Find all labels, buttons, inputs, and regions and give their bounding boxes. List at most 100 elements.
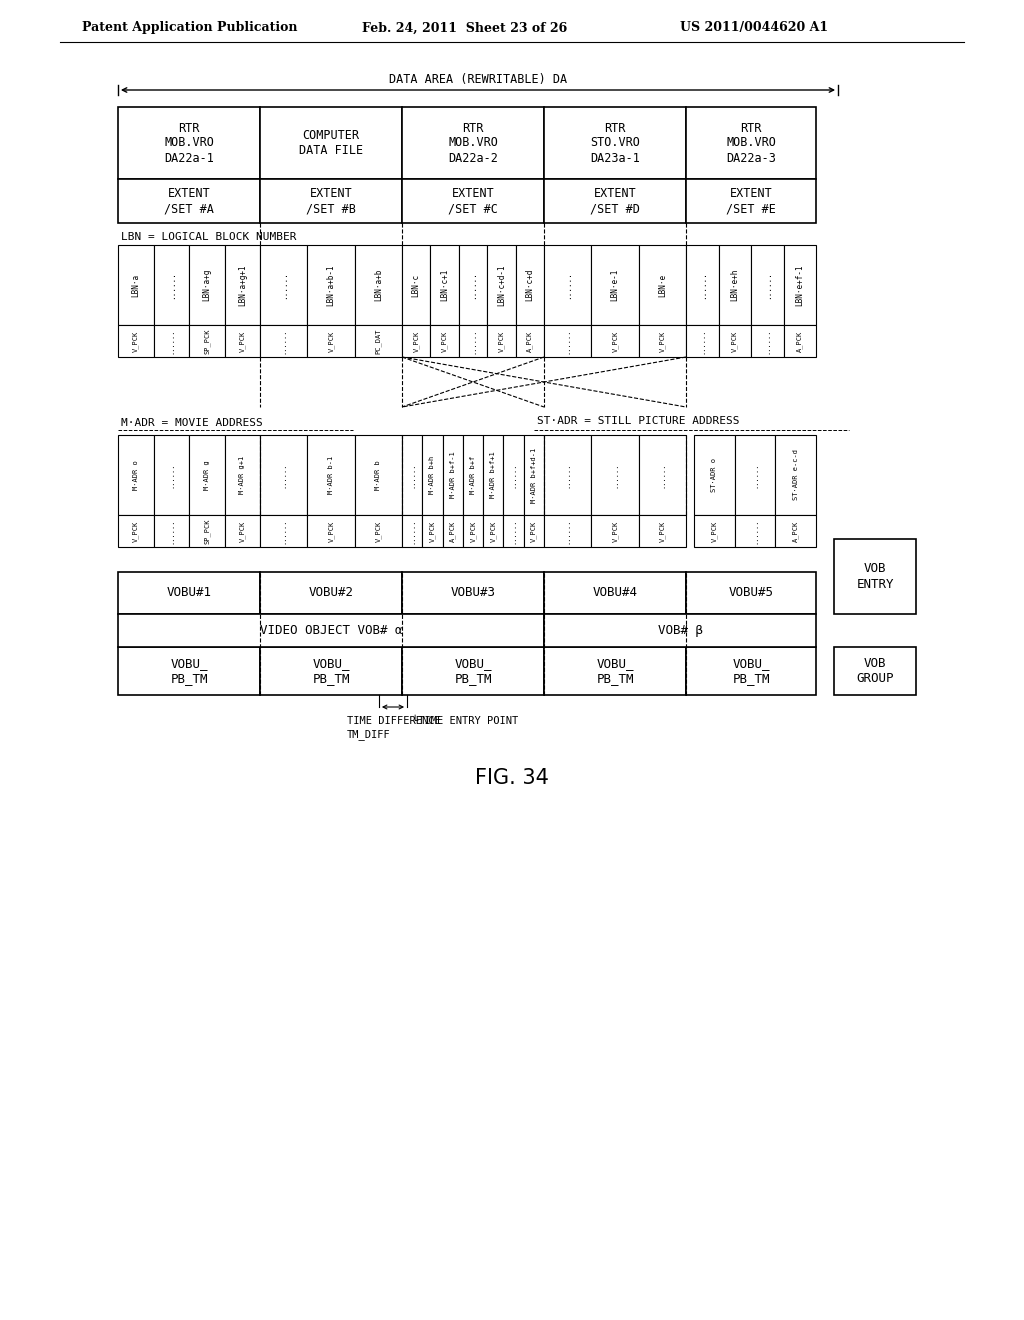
Text: RTR
MOB.VRO
DA22a-3: RTR MOB.VRO DA22a-3	[726, 121, 776, 165]
Bar	[402, 246, 430, 325]
Text: VOBU#2: VOBU#2	[308, 586, 353, 599]
Text: M·ADR b+h: M·ADR b+h	[429, 455, 435, 494]
Bar	[260, 325, 307, 356]
Text: M·ADR o: M·ADR o	[133, 461, 138, 490]
Text: ......: ......	[764, 329, 770, 354]
Bar	[591, 436, 639, 515]
Bar	[307, 325, 354, 356]
Bar	[260, 572, 402, 614]
Text: EXTENT
/SET #C: EXTENT /SET #C	[449, 187, 498, 215]
Bar	[402, 515, 422, 546]
Bar	[783, 325, 816, 356]
Text: V_PCK: V_PCK	[375, 520, 382, 541]
Text: VIDEO OBJECT VOB# α: VIDEO OBJECT VOB# α	[260, 624, 402, 638]
Bar	[734, 515, 775, 546]
Bar	[422, 436, 442, 515]
Text: VOB# β: VOB# β	[657, 624, 702, 638]
Text: VOB
ENTRY: VOB ENTRY	[856, 562, 894, 590]
Bar	[260, 107, 402, 180]
Text: ......: ......	[699, 329, 706, 354]
Text: ......: ......	[564, 329, 570, 354]
Text: A_PCK: A_PCK	[793, 520, 799, 541]
Text: FIG. 34: FIG. 34	[475, 768, 549, 788]
Bar	[544, 246, 591, 325]
Bar	[354, 436, 402, 515]
Text: LBN·e-1: LBN·e-1	[610, 269, 620, 301]
Text: VOBU#5: VOBU#5	[728, 586, 773, 599]
Bar	[189, 246, 224, 325]
Bar	[354, 515, 402, 546]
Bar	[118, 180, 260, 223]
Text: VOBU_
PB_TM: VOBU_ PB_TM	[596, 657, 634, 685]
Text: ......: ......	[564, 462, 570, 488]
Text: VOBU#3: VOBU#3	[451, 586, 496, 599]
Text: ......: ......	[281, 519, 287, 544]
Bar	[260, 436, 307, 515]
Bar	[154, 246, 189, 325]
Text: V_PCK: V_PCK	[530, 520, 538, 541]
Text: V_PCK: V_PCK	[611, 520, 618, 541]
Bar	[307, 246, 354, 325]
Bar	[402, 436, 422, 515]
Text: ST·ADR e-c-d: ST·ADR e-c-d	[793, 450, 799, 500]
Bar	[544, 180, 686, 223]
Text: M·ADR b+f-1: M·ADR b+f-1	[450, 451, 456, 499]
Bar	[189, 515, 224, 546]
Text: LBN·a+g+1: LBN·a+g+1	[238, 264, 247, 306]
Text: COMPUTER
DATA FILE: COMPUTER DATA FILE	[299, 129, 364, 157]
Bar	[516, 246, 544, 325]
Text: VOBU_
PB_TM: VOBU_ PB_TM	[732, 657, 770, 685]
Bar	[260, 180, 402, 223]
Text: M·ADR g+1: M·ADR g+1	[240, 455, 246, 494]
Bar	[402, 107, 544, 180]
Text: M·ADR = MOVIE ADDRESS: M·ADR = MOVIE ADDRESS	[121, 418, 263, 428]
Text: A_PCK: A_PCK	[797, 330, 803, 351]
Text: ......: ......	[659, 462, 666, 488]
Bar	[639, 436, 686, 515]
Text: EXTENT
/SET #D: EXTENT /SET #D	[590, 187, 640, 215]
Bar	[544, 614, 816, 647]
Bar	[487, 246, 516, 325]
Text: RTR
MOB.VRO
DA22a-1: RTR MOB.VRO DA22a-1	[164, 121, 214, 165]
Text: LBN·a+b: LBN·a+b	[374, 269, 383, 301]
Text: V_PCK: V_PCK	[132, 520, 139, 541]
Text: V_PCK: V_PCK	[328, 330, 334, 351]
Bar	[224, 515, 260, 546]
Text: V_PCK: V_PCK	[413, 330, 420, 351]
Bar	[402, 180, 544, 223]
Text: V_PCK: V_PCK	[711, 520, 718, 541]
Bar	[694, 436, 734, 515]
Text: Feb. 24, 2011  Sheet 23 of 26: Feb. 24, 2011 Sheet 23 of 26	[362, 21, 567, 34]
Bar	[402, 647, 544, 696]
Text: EXTENT
/SET #A: EXTENT /SET #A	[164, 187, 214, 215]
Text: ......: ......	[564, 519, 570, 544]
Bar	[442, 515, 463, 546]
Text: M·ADR b+f+d-1: M·ADR b+f+d-1	[530, 447, 537, 503]
Text: VOBU_
PB_TM: VOBU_ PB_TM	[170, 657, 208, 685]
Text: V_PCK: V_PCK	[659, 330, 666, 351]
Text: VOBU_
PB_TM: VOBU_ PB_TM	[312, 657, 350, 685]
Bar	[719, 246, 751, 325]
Text: ......: ......	[281, 329, 287, 354]
Text: ......: ......	[281, 462, 287, 488]
Text: M·ADR b: M·ADR b	[376, 461, 381, 490]
Bar	[516, 325, 544, 356]
Text: VOBU#4: VOBU#4	[593, 586, 638, 599]
Bar	[118, 614, 544, 647]
Bar	[459, 325, 487, 356]
Text: ST·ADR = STILL PICTURE ADDRESS: ST·ADR = STILL PICTURE ADDRESS	[537, 416, 739, 426]
Text: V_PCK: V_PCK	[239, 520, 246, 541]
Bar	[734, 436, 775, 515]
Text: EXTENT
/SET #E: EXTENT /SET #E	[726, 187, 776, 215]
Text: RTR
STO.VRO
DA23a-1: RTR STO.VRO DA23a-1	[590, 121, 640, 165]
Text: PC_DAT: PC_DAT	[375, 329, 382, 354]
Bar	[224, 325, 260, 356]
Bar	[483, 515, 504, 546]
Bar	[487, 325, 516, 356]
Text: LBN·c+d-1: LBN·c+d-1	[497, 264, 506, 306]
Text: ......: ......	[410, 462, 415, 488]
Bar	[783, 246, 816, 325]
Text: ......: ......	[697, 271, 707, 298]
Text: V_PCK: V_PCK	[470, 520, 476, 541]
Bar	[118, 246, 154, 325]
